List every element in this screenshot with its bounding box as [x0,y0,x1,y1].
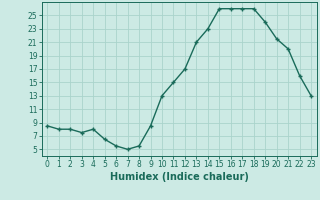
X-axis label: Humidex (Indice chaleur): Humidex (Indice chaleur) [110,172,249,182]
